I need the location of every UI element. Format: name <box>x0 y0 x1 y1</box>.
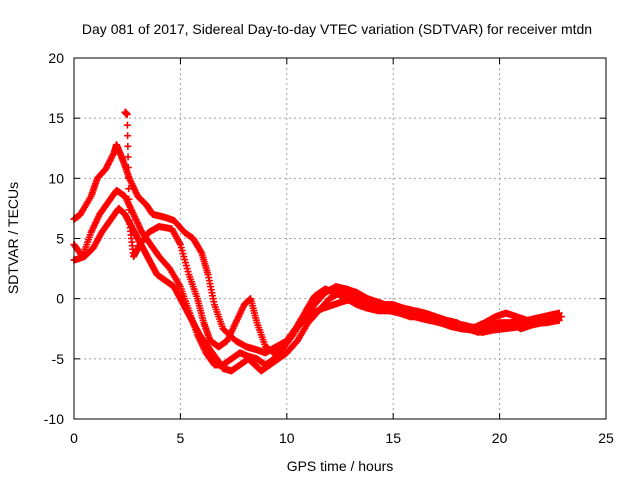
data-point <box>555 316 563 324</box>
data-point <box>124 153 132 161</box>
data-point <box>557 313 565 321</box>
x-tick-label: 5 <box>177 430 185 446</box>
series-layer <box>70 108 565 375</box>
data-point <box>124 174 132 182</box>
x-tick-label: 0 <box>70 430 78 446</box>
data-point <box>124 164 132 172</box>
x-axis-label: GPS time / hours <box>287 458 394 474</box>
data-point <box>124 142 132 150</box>
y-tick-label: 0 <box>56 291 64 307</box>
data-point <box>125 185 133 193</box>
y-tick-label: 10 <box>48 170 64 186</box>
x-tick-label: 15 <box>385 430 401 446</box>
data-point <box>123 121 131 129</box>
data-point <box>125 206 133 214</box>
y-tick-label: 15 <box>48 110 64 126</box>
data-point <box>125 195 133 203</box>
y-tick-label: -5 <box>52 351 65 367</box>
data-point <box>197 247 205 255</box>
data-point <box>555 309 563 317</box>
x-tick-label: 20 <box>492 430 508 446</box>
y-axis-label: SDTVAR / TECUs <box>5 182 21 294</box>
series-3 <box>70 186 563 369</box>
y-tick-label: 20 <box>48 50 64 66</box>
data-point <box>123 111 131 119</box>
axis-ticks: 0 5 10 15 20 25 -10 -5 0 5 10 15 20 <box>44 50 614 446</box>
y-tick-label: 5 <box>56 231 64 247</box>
x-tick-label: 10 <box>279 430 295 446</box>
grid <box>74 58 606 419</box>
series-4 <box>121 108 563 357</box>
y-tick-label: -10 <box>44 411 64 427</box>
x-tick-label: 25 <box>598 430 614 446</box>
data-point <box>124 132 132 140</box>
chart-title: Day 081 of 2017, Sidereal Day-to-day VTE… <box>82 21 592 37</box>
